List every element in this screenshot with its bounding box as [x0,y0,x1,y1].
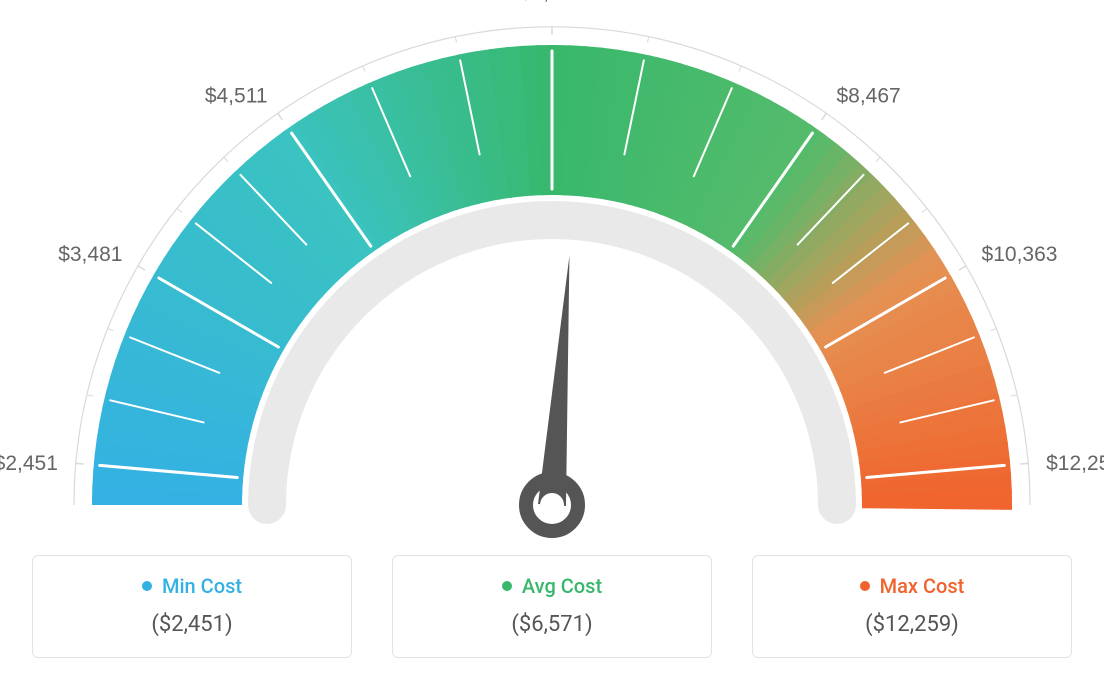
svg-text:$4,511: $4,511 [205,85,268,108]
svg-text:$10,363: $10,363 [982,243,1058,266]
max-label: Max Cost [880,574,965,598]
legend-min-card: Min Cost ($2,451) [32,555,352,658]
legend-row: Min Cost ($2,451) Avg Cost ($6,571) Max … [0,555,1104,658]
svg-text:$8,467: $8,467 [836,85,900,108]
cost-gauge: $2,451 $3,481 $4,511 $6,571 $8,467 $10,363 $12… [0,0,1104,540]
max-dot-icon [860,581,870,591]
avg-value: ($6,571) [403,612,701,637]
min-value: ($2,451) [43,612,341,637]
svg-text:$6,571: $6,571 [520,0,584,4]
avg-dot-icon [502,581,512,591]
max-value: ($12,259) [763,612,1061,637]
svg-text:$3,481: $3,481 [58,243,122,266]
legend-max-card: Max Cost ($12,259) [752,555,1072,658]
min-dot-icon [142,581,152,591]
svg-text:$12,259: $12,259 [1046,452,1104,475]
svg-text:$2,451: $2,451 [0,452,58,475]
min-label: Min Cost [162,574,242,598]
avg-label: Avg Cost [522,574,602,598]
legend-avg-card: Avg Cost ($6,571) [392,555,712,658]
